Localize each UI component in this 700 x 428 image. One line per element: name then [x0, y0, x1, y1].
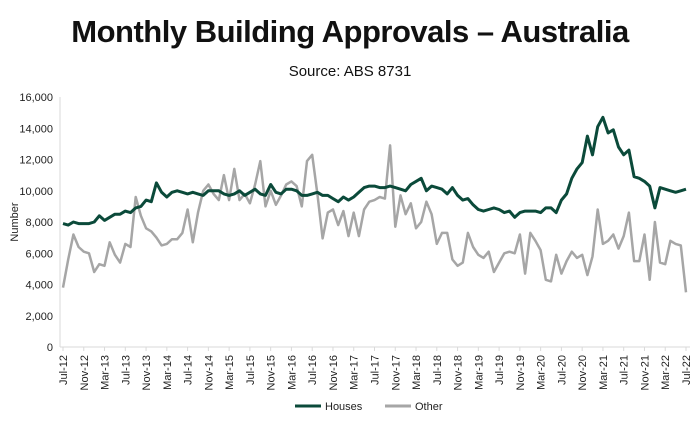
x-tick-label: Nov-17	[390, 355, 402, 390]
x-tick-label: Mar-18	[411, 355, 423, 390]
y-axis-label: Number	[9, 202, 21, 241]
x-tick-label: Nov-14	[203, 355, 215, 390]
y-tick-label: 10,000	[19, 186, 53, 198]
chart-title: Monthly Building Approvals – Australia	[71, 14, 629, 49]
x-tick-label: Nov-15	[266, 355, 278, 390]
x-tick-label: Jul-14	[183, 355, 195, 385]
y-tick-label: 8,000	[25, 217, 53, 229]
legend-label-houses: Houses	[325, 401, 363, 413]
x-tick-label: Mar-22	[660, 355, 672, 390]
x-tick-label: Mar-20	[536, 355, 548, 390]
y-tick-label: 4,000	[25, 280, 53, 292]
x-tick-label: Nov-19	[515, 355, 527, 390]
x-tick-label: Mar-13	[100, 355, 112, 390]
x-tick-label: Jul-20	[556, 355, 568, 385]
x-tick-label: Jul-15	[245, 355, 257, 385]
y-tick-label: 6,000	[25, 248, 53, 260]
x-tick-label: Mar-15	[224, 355, 236, 390]
x-tick-label: Nov-13	[141, 355, 153, 390]
x-tick-label: Jul-21	[619, 355, 631, 385]
x-tick-label: Mar-17	[349, 355, 361, 390]
x-tick-label: Jul-13	[120, 355, 132, 385]
series-line-houses	[62, 115, 687, 227]
y-tick-label: 2,000	[25, 311, 53, 323]
x-tick-label: Nov-18	[453, 355, 465, 390]
legend-label-other: Other	[415, 401, 443, 413]
y-tick-label: 14,000	[19, 123, 53, 135]
x-tick-label: Jul-19	[494, 355, 506, 385]
y-tick-label: 12,000	[19, 155, 53, 167]
x-tick-label: Jul-16	[307, 355, 319, 385]
x-tick-label: Nov-16	[328, 355, 340, 390]
x-tick-label: Mar-14	[162, 355, 174, 390]
x-tick-label: Nov-21	[639, 355, 651, 390]
x-tick-label: Mar-19	[473, 355, 485, 390]
series-line-other	[61, 144, 688, 293]
x-tick-label: Mar-16	[286, 355, 298, 390]
chart-subtitle: Source: ABS 8731	[288, 63, 412, 80]
y-tick-label: 16,000	[19, 92, 53, 104]
x-tick-label: Mar-21	[598, 355, 610, 390]
x-tick-label: Nov-12	[79, 355, 91, 390]
x-tick-label: Jul-22	[681, 355, 693, 385]
x-tick-label: Jul-18	[432, 355, 444, 385]
y-tick-label: 0	[47, 342, 53, 354]
x-tick-label: Nov-20	[577, 355, 589, 390]
x-tick-label: Jul-12	[58, 355, 70, 385]
x-tick-label: Jul-17	[370, 355, 382, 385]
